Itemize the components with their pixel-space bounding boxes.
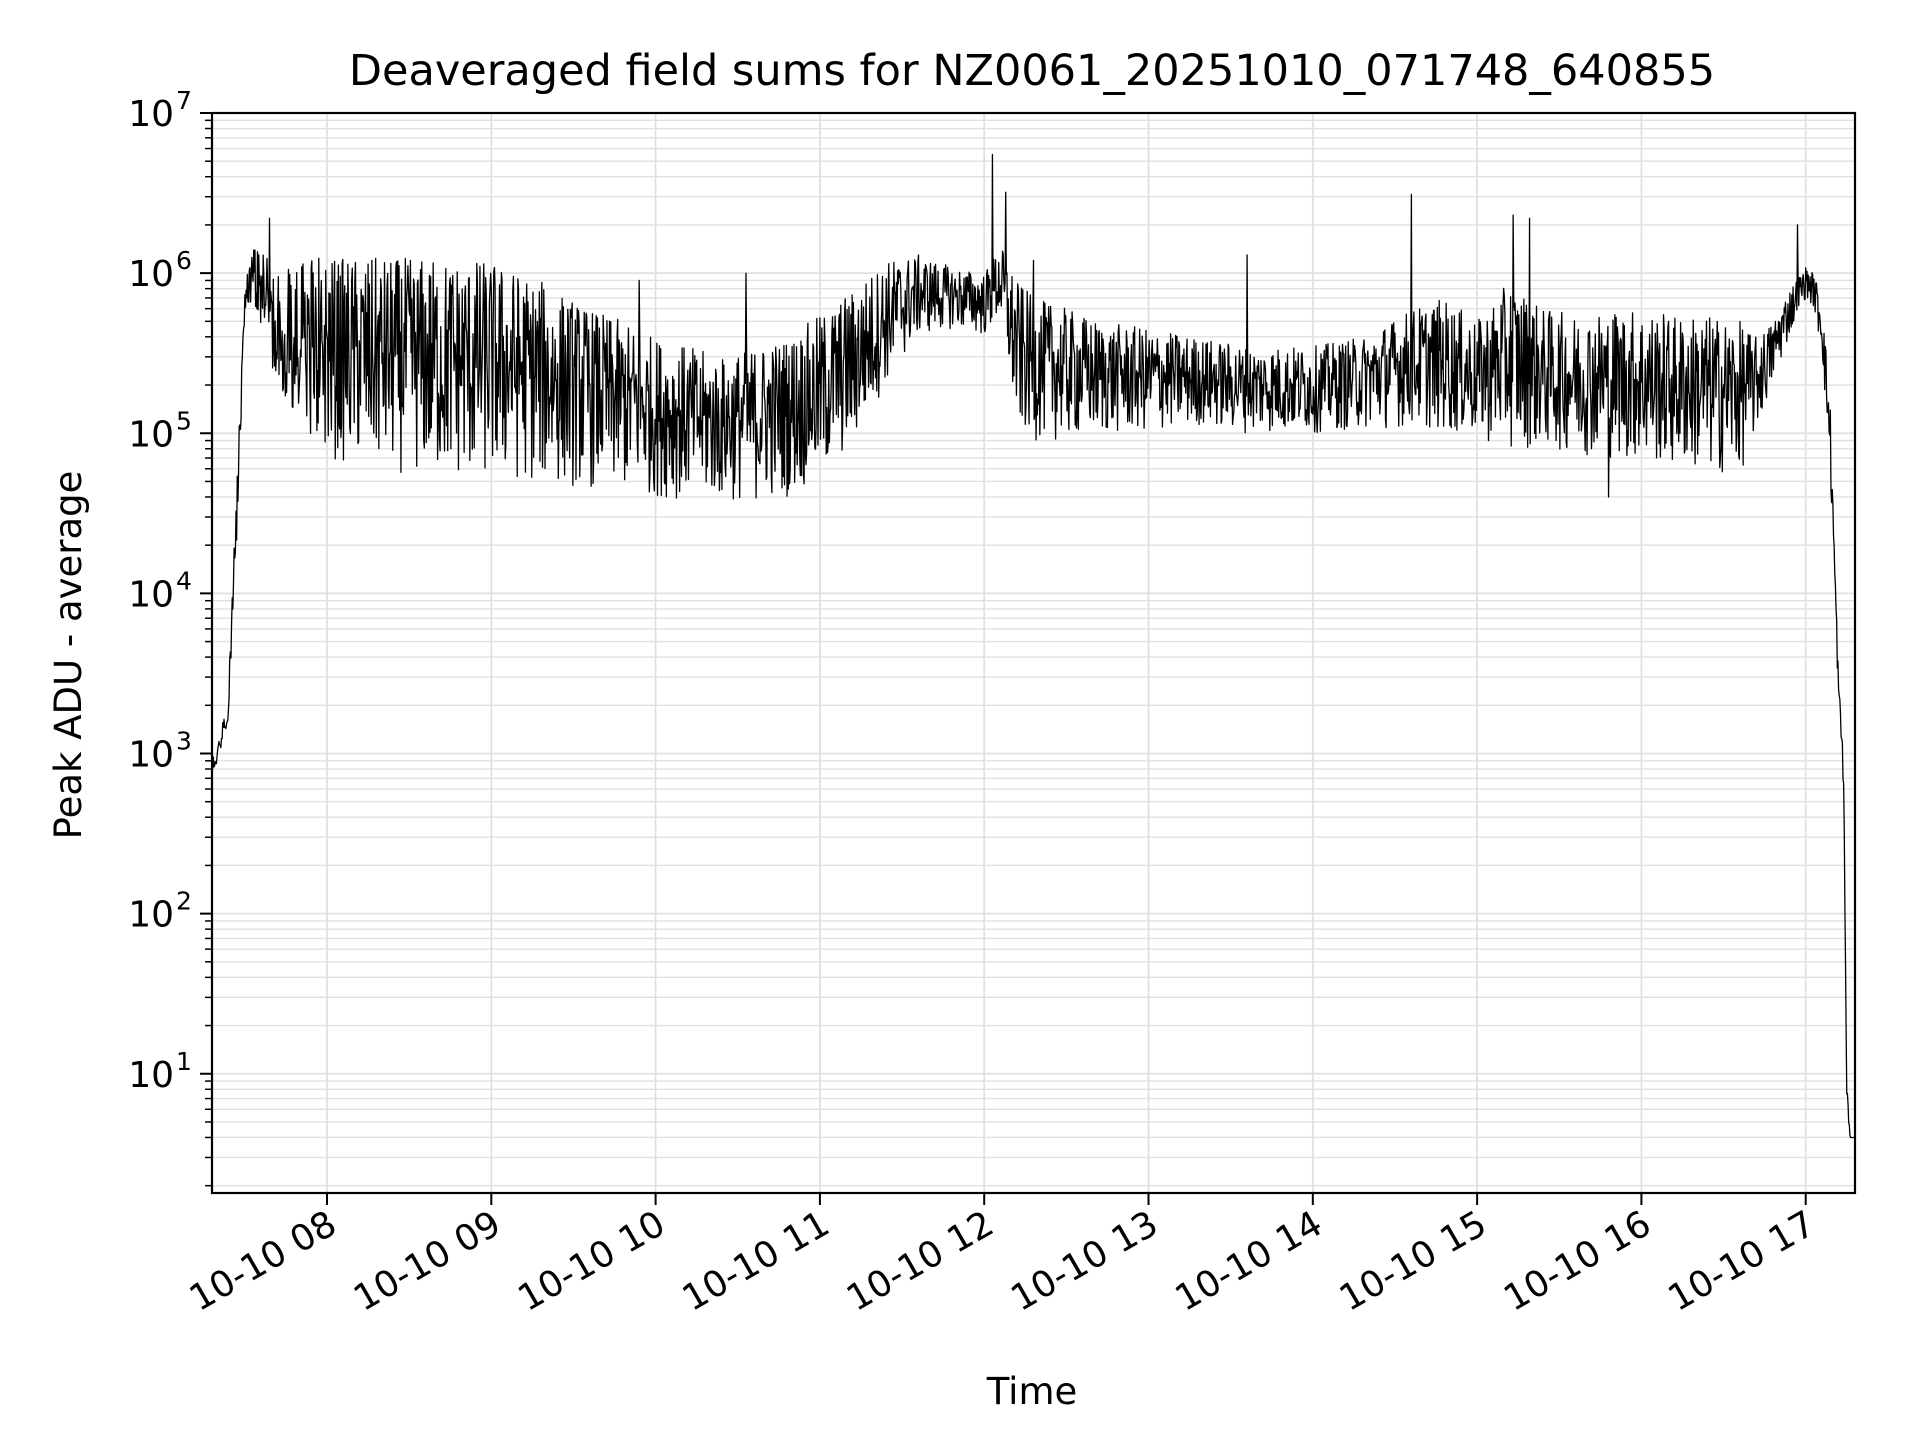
y-tick-exponent: 7 (176, 86, 192, 115)
y-tick-label: 10 (128, 94, 174, 135)
y-tick-exponent: 4 (176, 566, 192, 595)
y-axis-label: Peak ADU - average (47, 471, 90, 840)
y-tick-label: 10 (128, 254, 174, 295)
y-tick-label: 10 (128, 895, 174, 936)
series-group (211, 153, 1856, 1139)
series-line (211, 153, 1856, 1139)
axes-frame (210, 111, 1857, 1195)
y-tick-exponent: 5 (176, 406, 192, 435)
y-tick-label: 10 (128, 735, 174, 776)
y-tick-label: 10 (128, 574, 174, 615)
y-tick-exponent: 3 (176, 727, 192, 756)
y-tick-exponent: 6 (176, 246, 192, 275)
y-tick-label: 10 (128, 414, 174, 455)
grid (212, 112, 1855, 1193)
x-axis-label: Time (986, 1370, 1078, 1413)
y-tick-label: 10 (128, 1055, 174, 1096)
chart-title: Deaveraged field sums for NZ0061_2025101… (349, 46, 1715, 96)
y-tick-exponent: 2 (176, 887, 192, 916)
y-tick-exponent: 1 (176, 1047, 192, 1076)
